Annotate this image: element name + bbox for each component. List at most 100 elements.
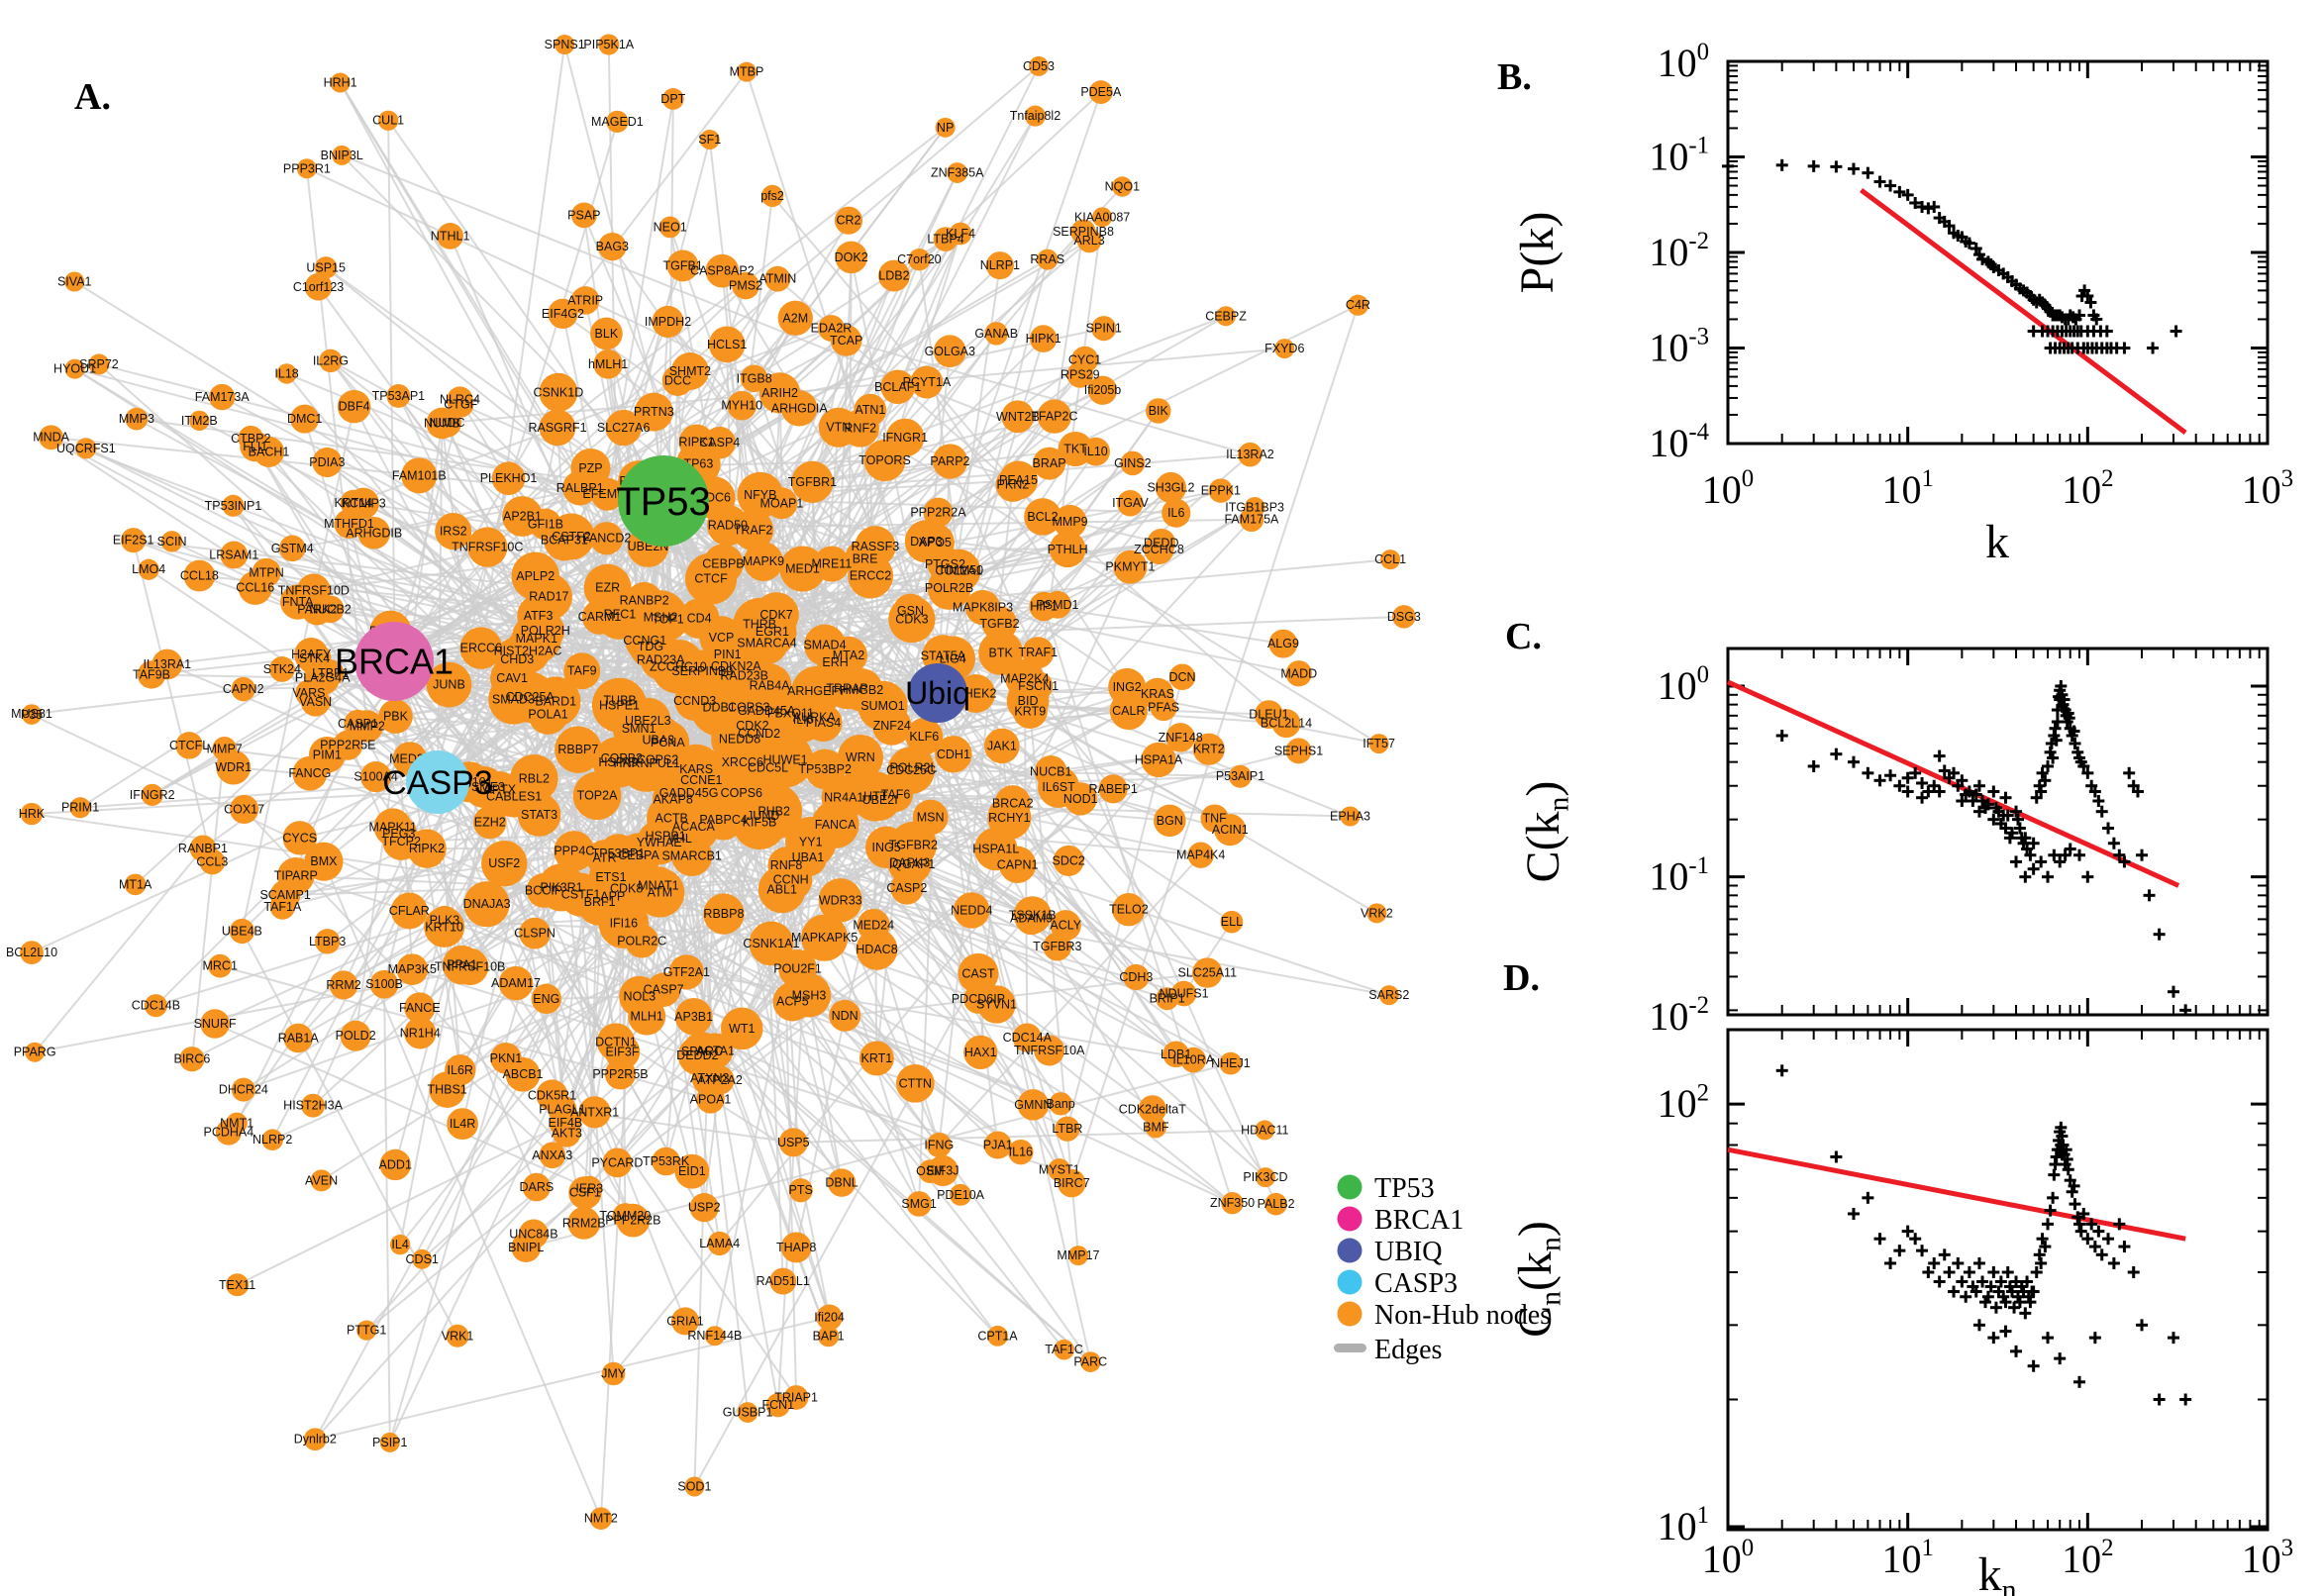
network-node — [317, 659, 345, 687]
network-node — [69, 797, 91, 819]
network-node-label: RRM2B — [562, 1216, 606, 1230]
network-node-label: PIP5K1A — [583, 38, 634, 51]
network-node-label: PLK3 — [430, 914, 460, 928]
network-node-label: MAP3K5 — [388, 962, 437, 976]
plot-ckn: 100 10-1 10-2 C(kn) — [1517, 647, 2270, 1039]
network-node — [1108, 667, 1147, 706]
network-node-label: CSNK1D — [534, 385, 584, 399]
network-node-label: PIM1 — [313, 748, 342, 761]
network-node — [1180, 1047, 1207, 1073]
network-node-label: RNF144B — [687, 1329, 742, 1343]
network-node-label: UBA3 — [643, 734, 675, 748]
network-node — [1192, 733, 1225, 765]
network-node-label: SCAMP1 — [259, 888, 310, 902]
network-edge — [766, 489, 1222, 645]
network-node-label: ACTA1 — [696, 1044, 735, 1057]
network-edge — [657, 884, 999, 1337]
network-node — [953, 892, 990, 929]
network-node — [1120, 450, 1146, 476]
network-node — [888, 595, 936, 644]
network-node-label: CDC14B — [132, 999, 180, 1013]
network-node — [303, 1428, 327, 1451]
network-node-label: CDK2 — [736, 719, 768, 733]
network-node-label: ATR — [593, 850, 617, 864]
network-node — [1228, 764, 1253, 788]
network-node-label: MT1A — [119, 877, 152, 891]
network-node-label: S100A4 — [354, 770, 398, 784]
network-node — [348, 487, 379, 520]
network-node-label: TGFBR3 — [1033, 940, 1081, 953]
network-node-label: FANCE — [399, 1001, 441, 1015]
network-node-label: P53AIP1 — [1216, 769, 1264, 783]
network-node-label: ITGAV — [1112, 496, 1149, 510]
network-node-label: PDE5A — [1080, 85, 1122, 99]
network-node — [570, 286, 600, 315]
network-node — [984, 322, 1008, 346]
network-node — [269, 894, 296, 920]
network-node-label: HSPA1L — [972, 843, 1019, 856]
network-node-label: PTHLH — [1048, 543, 1088, 556]
network-node-label: DCN — [1168, 670, 1195, 684]
network-node-label: ABCB1 — [503, 1067, 544, 1081]
network-node-label: SF1 — [698, 133, 721, 147]
network-node — [238, 425, 264, 451]
network-node-label: PSMD1 — [1036, 598, 1078, 612]
network-node-label: FSCN1 — [1018, 679, 1059, 693]
network-node-label: PSAP — [567, 208, 600, 222]
axis-text: 10-2 — [1649, 992, 1709, 1039]
network-node-label: ACTB — [656, 812, 688, 826]
network-node-label: TFAP2C — [1031, 410, 1077, 424]
hub-label-casp3: CASP3 — [382, 764, 493, 802]
network-node-label: TOMM20 — [599, 1209, 651, 1223]
panel-b-label: B. — [1497, 56, 1532, 98]
network-node-label: POLR2C — [617, 935, 666, 948]
network-node-label: CCL3 — [196, 854, 228, 868]
network-node-label: COPS3 — [728, 700, 769, 714]
network-node — [437, 223, 463, 249]
network-node-label: RBL2 — [519, 771, 550, 785]
network-node-label: VCP — [709, 631, 735, 645]
axis-text: 102 — [2062, 1535, 2113, 1581]
network-node — [1050, 910, 1081, 942]
network-node — [597, 677, 643, 724]
network-node — [282, 821, 317, 855]
network-node — [290, 404, 320, 434]
network-node-label: TGFBR1 — [788, 475, 837, 489]
network-edge — [776, 277, 1287, 725]
edge-swatch-icon — [1334, 1344, 1366, 1352]
network-node-label: LAMA4 — [699, 1237, 740, 1250]
network-node-label: GANAB — [974, 327, 1018, 341]
network-node-label: PIK3CD — [1243, 1170, 1287, 1184]
network-node — [64, 358, 85, 379]
network-node-label: IL10RA — [1172, 1053, 1214, 1067]
legend-item-edges: Edges — [1334, 1335, 1442, 1365]
network-node-label: TUBB — [603, 694, 636, 708]
network-node — [463, 881, 510, 928]
network-node-label: YY1 — [799, 836, 823, 849]
network-node-label: CD4 — [687, 612, 712, 626]
network-node-label: CAV1 — [496, 671, 528, 685]
network-node — [316, 595, 345, 624]
network-node-label: NFYB — [744, 488, 776, 502]
network-node-label: IL4R — [450, 1117, 475, 1131]
network-node-label: SPARC — [681, 1045, 723, 1058]
network-node — [412, 1248, 433, 1269]
network-node — [505, 1056, 541, 1092]
network-node-label: TIMM50 — [938, 563, 983, 577]
network-node — [294, 638, 329, 672]
network-node-label: HSPA9 — [598, 755, 638, 769]
network-edge — [807, 856, 1194, 1061]
network-node-label: USF2 — [488, 856, 520, 870]
network-node — [817, 1325, 840, 1347]
network-node-label: KRT14 — [334, 496, 372, 510]
network-node — [1037, 399, 1072, 434]
fit-line — [1726, 679, 2180, 888]
network-node — [567, 1206, 601, 1240]
network-node — [539, 409, 576, 447]
network-node-label: THBS1 — [427, 1083, 466, 1097]
network-node-label: C1orf123 — [293, 280, 344, 294]
network-node — [589, 1507, 613, 1530]
network-node — [593, 349, 623, 379]
network-node — [834, 206, 863, 235]
network-node-label: KRT10 — [425, 920, 463, 934]
